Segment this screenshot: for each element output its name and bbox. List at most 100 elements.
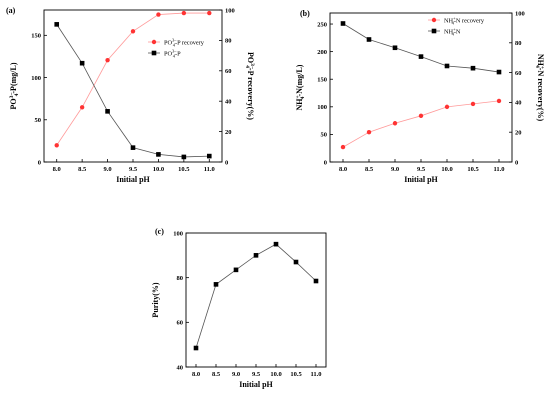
x-tick-label: 10.0 [153,166,164,173]
x-tick-label: 8.5 [365,166,374,173]
x-tick-label: 10.5 [467,166,479,173]
data-point-0-6 [207,10,212,16]
x-tick-label: 11.0 [493,166,504,173]
x-tick-label: 11.0 [204,166,215,173]
y-axis-label-right: NH+4-N recovery(%) [534,54,545,122]
data-point-0-3 [253,253,259,258]
x-tick-label: 8.5 [78,166,87,173]
data-point-1-6 [496,69,502,75]
x-tick-label: 8.0 [53,166,61,173]
data-point-0-0 [54,143,59,148]
x-tick-label: 10.0 [441,166,452,173]
chart-panel-c: (c) 8.0 8.5 9.0 9.5 10.0 10.5 11.0 Initial pH 40 6… [151,227,327,389]
x-tick-label: 9.0 [104,166,112,173]
y-tick-label: 0 [38,159,41,166]
data-point-0-4 [273,241,279,247]
data-point-1-0 [54,22,60,27]
data-point-1-6 [206,153,212,159]
data-point-0-0 [193,345,199,351]
y-axis-label-right: PO3−4-P recovery(%) [244,52,255,120]
y-right-tick-label: 100 [225,7,235,14]
data-point-1-3 [130,145,136,150]
series-line-1 [342,23,500,73]
y-right-tick-label: 100 [515,10,525,17]
legend-marker [431,17,437,23]
data-point-0-6 [313,278,319,284]
y-axis-label-left: PO3−4-P(mg/L) [9,62,20,109]
chart-panel-b: (b) 8.0 8.5 9.0 9.5 10.0 10.5 11.0 Initial pH 0 50… [295,9,545,184]
panel-label: (c) [155,227,164,236]
data-point-0-4 [156,12,161,17]
data-point-1-1 [366,37,372,42]
data-point-0-3 [130,29,136,34]
legend-entry-label: NH+ 4-N [444,26,461,36]
y-tick-label: 150 [31,33,41,40]
data-point-0-1 [366,130,372,135]
x-tick-label: 9.5 [129,166,138,173]
y-axis-label-left: NH+4-N(mg/L) [295,64,306,110]
data-point-1-2 [105,109,110,114]
x-tick-label: 8.5 [212,371,221,378]
data-point-1-5 [470,65,476,71]
chart-panel-a: (a) 8.0 8.5 9.0 9.5 10.0 10.5 11.0 Initial pH 0 50… [6,6,255,184]
y-tick-label: 50 [321,132,328,139]
x-axis-label: Initial pH [239,380,273,389]
data-point-0-2 [392,121,398,126]
x-axis-label: Initial pH [404,175,438,184]
legend-marker [151,50,157,56]
data-point-1-4 [444,63,450,69]
x-tick-label: 10.0 [270,371,281,378]
y-tick-label: 100 [31,75,41,82]
data-point-0-5 [181,10,187,16]
y-right-tick-label: 40 [225,99,232,106]
x-tick-label: 11.0 [310,371,321,378]
y-tick-label: 50 [35,117,42,124]
x-tick-label: 9.5 [417,166,426,173]
data-point-1-2 [392,45,398,51]
data-point-1-4 [156,152,161,157]
x-tick-label: 8.0 [339,166,347,173]
data-point-0-1 [213,282,219,287]
legend-marker [151,39,157,45]
x-tick-label: 8.0 [192,371,200,378]
x-tick-label: 9.5 [252,371,261,378]
y-tick-label: 150 [317,77,327,84]
y-right-tick-label: 20 [515,130,522,137]
legend-entry-label: NH+ 4-N recovery [444,15,485,25]
y-tick-label: 0 [324,159,327,166]
y-tick-label: 60 [177,320,184,327]
data-point-0-3 [418,113,424,119]
plot-frame [329,12,513,163]
data-point-0-2 [233,267,239,273]
data-point-0-5 [293,259,299,265]
y-tick-label: 80 [177,275,184,282]
y-tick-label: 40 [177,364,184,371]
data-point-1-3 [418,54,424,59]
y-right-tick-label: 20 [225,129,232,136]
data-point-0-0 [340,144,346,150]
x-tick-label: 9.0 [391,166,399,173]
data-point-1-1 [79,60,85,66]
data-point-1-5 [181,154,187,160]
y-right-tick-label: 80 [515,40,522,47]
y-tick-label: 100 [317,104,327,111]
y-right-tick-label: 60 [515,70,522,77]
x-tick-label: 10.5 [178,166,190,173]
y-tick-label: 100 [173,230,183,237]
y-tick-label: 200 [317,49,327,56]
y-axis-label: Purity(%) [151,282,160,317]
data-point-0-2 [105,57,110,63]
legend-marker [431,28,437,34]
x-tick-label: 9.0 [232,371,240,378]
series-line-0 [342,100,500,148]
data-point-0-5 [470,101,476,107]
data-point-0-1 [79,105,85,110]
legend-entry-label: PO3− 4-P [164,48,181,58]
y-tick-label: 250 [317,21,327,28]
x-axis-label: Initial pH [116,175,150,184]
legend-entry-label: PO3− 4-P recovery [164,37,205,47]
y-right-tick-label: 80 [225,38,232,45]
x-tick-label: 10.5 [290,371,302,378]
